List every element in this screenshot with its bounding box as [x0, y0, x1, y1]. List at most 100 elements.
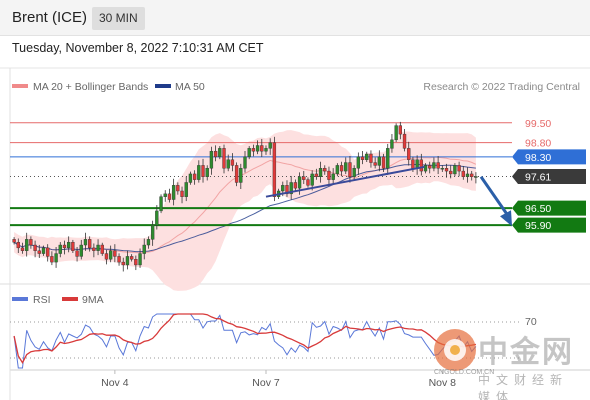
- watermark-sub: 中文财经新媒体: [478, 373, 569, 400]
- candle-body-36: [163, 193, 167, 197]
- x-tick-label-2: Nov 8: [429, 377, 457, 389]
- candle-20: [96, 239, 100, 256]
- candle-body-75: [327, 170, 331, 180]
- candle-body-29: [134, 259, 138, 266]
- candle-body-95: [411, 159, 415, 169]
- candle-body-48: [213, 150, 218, 158]
- candle-89: [386, 143, 390, 175]
- x-ticks-layer: Nov 4 Nov 7 Nov 8: [101, 370, 456, 389]
- level-tag-bg-96.50: [512, 200, 586, 216]
- timeframe-button[interactable]: 30 MIN: [92, 7, 145, 30]
- legend-ma50-swatch: [155, 84, 171, 88]
- candle-body-22: [104, 253, 109, 260]
- candle-10: [54, 247, 58, 268]
- level-tag-label-97.61: 97.61: [525, 171, 551, 183]
- candle-29: [134, 255, 138, 271]
- rsi-ma-line: [13, 313, 477, 365]
- candle-body-25: [117, 256, 121, 263]
- candle-39: [176, 182, 180, 195]
- x-tick-label-1: Nov 7: [252, 377, 280, 389]
- candle-34: [155, 205, 159, 230]
- candles-layer: [12, 121, 478, 272]
- candle-87: [377, 150, 382, 172]
- candle-body-8: [46, 247, 50, 257]
- candle-body-56: [247, 148, 251, 158]
- candle-73: [318, 161, 323, 183]
- candle-body-83: [360, 156, 365, 160]
- candle-body-50: [222, 148, 226, 169]
- candle-body-40: [180, 190, 184, 197]
- candle-body-93: [402, 133, 407, 149]
- candle-body-32: [146, 239, 151, 246]
- candle-body-73: [318, 168, 323, 177]
- candle-104: [449, 165, 453, 179]
- candle-body-81: [352, 168, 356, 177]
- candle-2: [20, 242, 25, 254]
- candle-body-88: [381, 156, 386, 169]
- candle-body-34: [155, 210, 159, 226]
- x-tick-label-0: Nov 4: [101, 377, 129, 389]
- legend-ma50-label: MA 50: [175, 81, 205, 93]
- candle-body-0: [12, 239, 16, 243]
- candle-19: [92, 243, 96, 258]
- candle-body-84: [365, 153, 369, 160]
- candle-102: [440, 165, 444, 172]
- candle-0: [12, 237, 16, 245]
- level-tag-bg-98.30: [512, 149, 586, 165]
- candle-76: [331, 168, 335, 185]
- annotations-layer: [265, 165, 512, 227]
- trendline: [265, 165, 425, 198]
- candle-97: [419, 153, 423, 176]
- candle-55: [243, 151, 247, 173]
- candle-74: [323, 165, 327, 175]
- candle-108: [465, 167, 470, 183]
- level-tag-label-98.80: 98.80: [525, 138, 551, 150]
- candle-body-65: [285, 185, 289, 195]
- candle-79: [344, 157, 348, 175]
- level-tag-bg-97.61: [512, 168, 586, 184]
- candle-53: [234, 162, 239, 187]
- candle-94: [407, 141, 411, 166]
- candle-69: [302, 170, 306, 185]
- candle-body-103: [444, 168, 449, 172]
- candle-body-26: [121, 261, 125, 266]
- level-tag-99.50: 99.50: [525, 118, 551, 130]
- level-tag-label-95.90: 95.90: [525, 220, 551, 232]
- candle-31: [142, 238, 146, 260]
- candle-body-54: [239, 168, 243, 183]
- candle-body-87: [377, 156, 382, 166]
- candle-body-7: [41, 247, 46, 254]
- bollinger-band-layer: [13, 130, 477, 291]
- candle-92: [398, 121, 403, 140]
- candle-59: [260, 138, 264, 158]
- forecast-arrow-head: [500, 210, 512, 227]
- candle-103: [444, 163, 449, 178]
- level-tag-bg-95.90: [512, 217, 586, 233]
- watermark-logo-icon: [434, 329, 476, 371]
- candle-body-99: [428, 165, 432, 169]
- candle-17: [83, 232, 88, 251]
- candle-58: [255, 140, 260, 155]
- ma50-line: [13, 163, 476, 253]
- candle-22: [104, 249, 109, 265]
- forecast-arrow-shaft: [479, 175, 509, 216]
- candle-105: [453, 163, 457, 177]
- candle-44: [197, 160, 201, 183]
- candle-47: [209, 146, 214, 175]
- candle-body-53: [234, 165, 239, 183]
- candle-body-67: [293, 182, 298, 189]
- rsi-ma-legend-swatch: [62, 297, 78, 301]
- candle-11: [58, 242, 62, 258]
- candle-body-30: [138, 253, 142, 266]
- candle-98: [423, 163, 428, 174]
- candle-body-2: [20, 247, 25, 251]
- candle-90: [390, 133, 394, 153]
- candle-28: [129, 254, 134, 262]
- watermark-cn: 中金网: [478, 335, 574, 370]
- candle-60: [264, 145, 268, 155]
- candle-body-97: [419, 159, 423, 172]
- candle-body-47: [209, 150, 214, 169]
- candle-body-104: [449, 170, 453, 175]
- level-tag-label-96.50: 96.50: [525, 203, 551, 215]
- candle-91: [394, 123, 398, 143]
